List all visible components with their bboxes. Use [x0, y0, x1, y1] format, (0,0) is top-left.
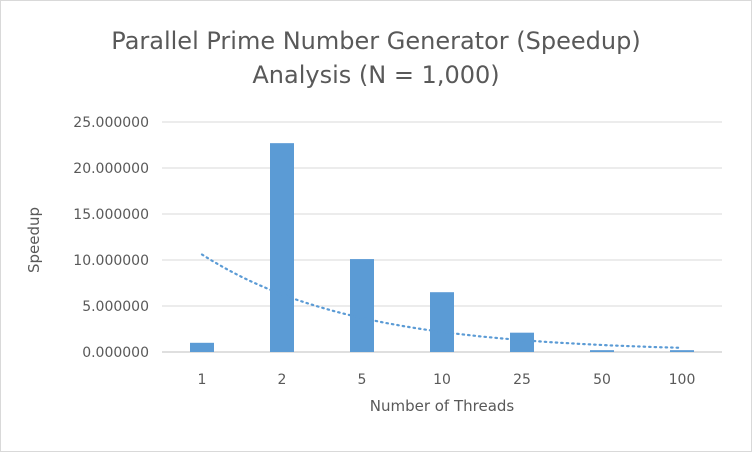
y-tick-label: 0.000000	[82, 345, 149, 361]
bar	[430, 292, 454, 352]
y-tick-label: 10.000000	[73, 253, 149, 269]
x-tick-label: 50	[593, 372, 611, 388]
bar	[590, 350, 614, 352]
y-tick-label: 5.000000	[82, 299, 149, 315]
bar	[350, 259, 374, 352]
bar	[190, 342, 214, 352]
x-tick-label: 25	[513, 372, 531, 388]
chart-title-line-2: Analysis (N = 1,000)	[252, 61, 500, 89]
x-tick-label: 100	[669, 372, 696, 388]
y-tick-label: 15.000000	[73, 207, 149, 223]
x-tick-label: 10	[433, 372, 451, 388]
x-tick-label: 5	[358, 372, 367, 388]
bar	[510, 332, 534, 352]
x-axis-label: Number of Threads	[369, 397, 515, 415]
bar	[270, 143, 294, 352]
y-tick-label: 20.000000	[73, 161, 149, 177]
x-tick-label: 2	[278, 372, 287, 388]
x-tick-label: 1	[198, 372, 207, 388]
bar	[670, 350, 694, 352]
chart-title-line-1: Parallel Prime Number Generator (Speedup…	[111, 27, 641, 55]
trendline	[200, 253, 684, 349]
y-tick-label: 25.000000	[73, 115, 149, 131]
